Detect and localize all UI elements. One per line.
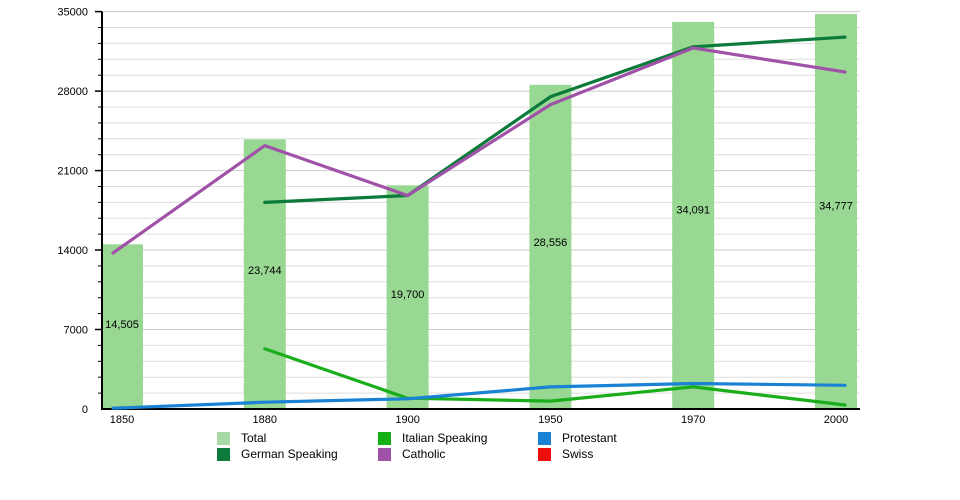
series-line-italian-speaking [263,347,847,407]
y-tick-label: 21000 [57,166,88,178]
y-tick-label: 28000 [57,86,88,98]
x-tick-label: 1970 [681,414,705,426]
x-tick-label: 2000 [824,414,848,426]
x-tick-label: 1950 [538,414,562,426]
bar-total-1970 [672,21,715,410]
bar-total-1900 [386,185,429,409]
x-tick-label: 1900 [395,414,419,426]
bar-total-1880 [243,139,286,409]
bar-total-2000 [815,14,857,409]
bar-value-label: 28,556 [534,237,568,249]
series-line-german-speaking [263,35,847,204]
bar-value-label: 19,700 [391,289,425,301]
series-line-catholic [111,46,847,255]
y-tick-label: 35000 [57,7,88,19]
y-tick-label: 14000 [57,245,88,257]
bar-total-1850 [101,244,143,409]
x-tick-label: 1880 [253,414,277,426]
y-tick-label: 0 [82,404,88,416]
bar-value-label: 34,091 [676,205,710,217]
series-line-protestant [111,381,847,410]
y-tick-label: 7000 [64,325,88,337]
bar-total-1950 [529,84,572,410]
bar-value-label: 34,777 [819,201,853,213]
x-tick-label: 1850 [110,414,134,426]
bar-value-label: 23,744 [248,265,282,277]
bar-value-label: 14,505 [105,319,139,331]
